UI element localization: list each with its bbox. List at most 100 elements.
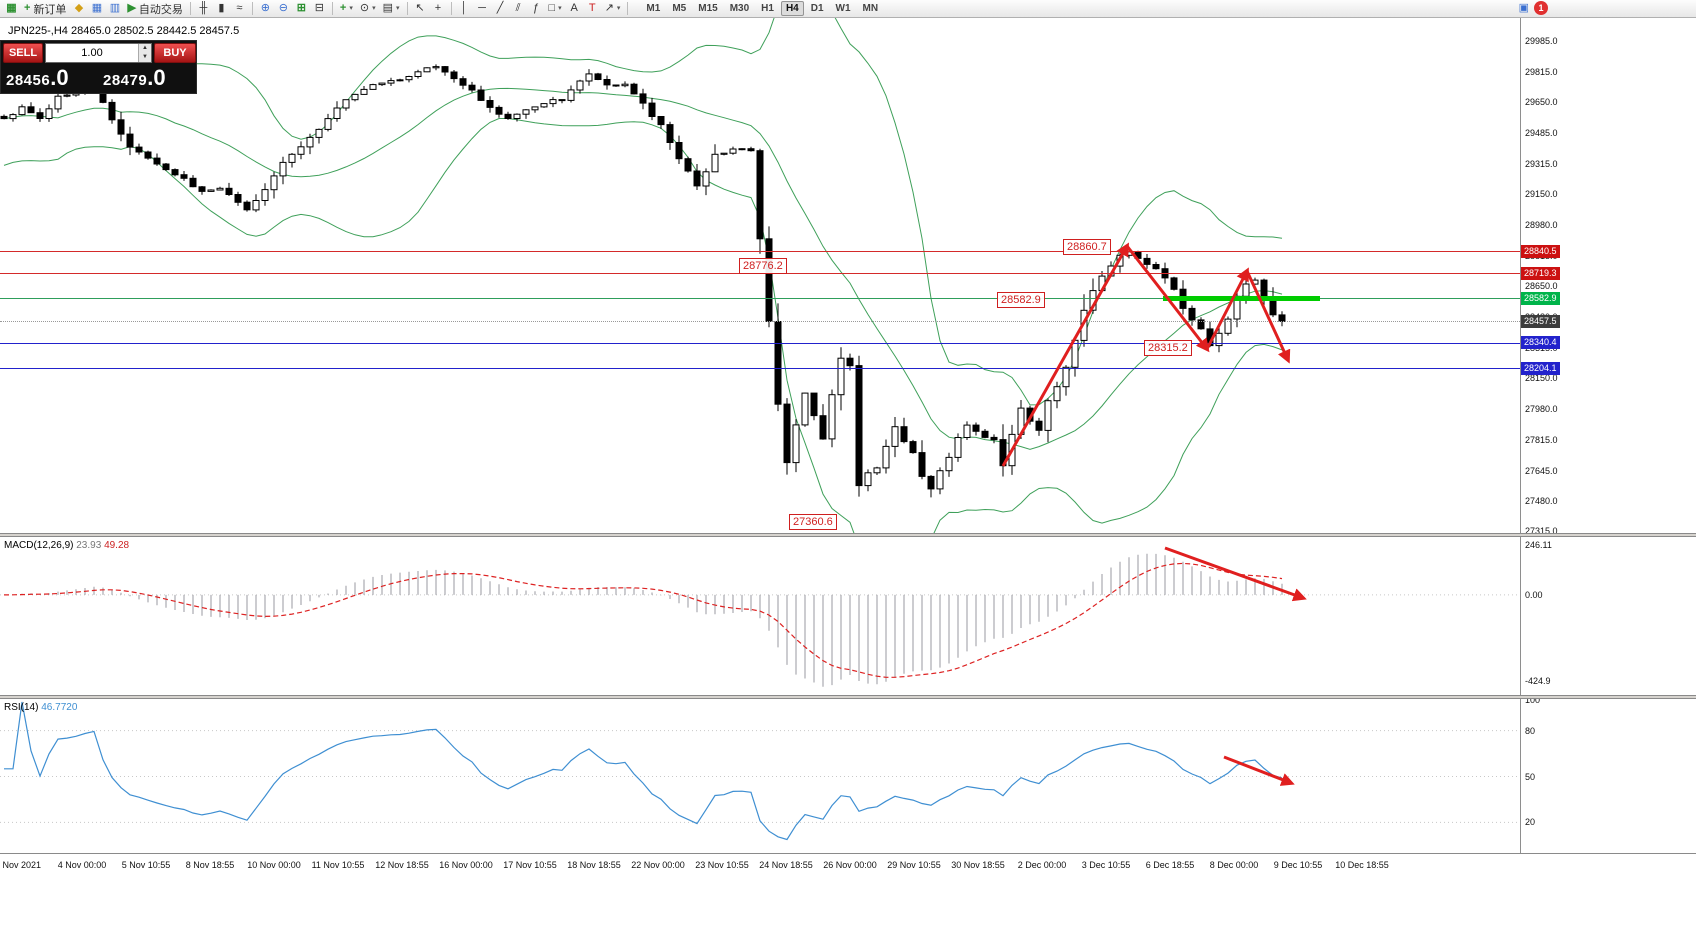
shapes-button[interactable]: □ ▾ [546, 1, 565, 17]
price-axis-label: 29815.0 [1525, 66, 1558, 77]
volume-spinner: ▲ ▼ [138, 44, 151, 62]
timeframe-m15[interactable]: M15 [698, 3, 718, 14]
fibonacci-button[interactable]: ƒ [528, 1, 545, 17]
timeframe-h1[interactable]: H1 [761, 3, 774, 14]
timeframe-d1[interactable]: D1 [810, 3, 824, 14]
timeframe-h4[interactable]: H4 [780, 1, 804, 16]
time-axis-label: 9 Dec 10:55 [1273, 860, 1323, 870]
support-zone-segment [1163, 295, 1320, 301]
line-chart-button[interactable]: ≈ [231, 1, 248, 17]
indicators-button[interactable]: + ▾ [337, 1, 356, 17]
time-axis-label: 12 Nov 18:55 [375, 860, 429, 870]
trendline-button[interactable]: ╱ [492, 1, 509, 17]
trendline-icon: ╱ [496, 2, 504, 14]
toolbar-separator [627, 2, 629, 15]
cascade-windows-button[interactable]: ⊟ [311, 1, 328, 17]
periods-icon: ⊙ [359, 2, 370, 14]
periods-button[interactable]: ⊙ ▾ [357, 1, 379, 17]
arrows-tool-button[interactable]: ↗ ▾ [602, 1, 624, 17]
price-axis[interactable]: 29985.0 29815.0 29650.0 29485.0 29315.0 29150… [1521, 0, 1696, 877]
vertical-line-button[interactable]: │ [456, 1, 473, 17]
crosshair-icon: + [434, 2, 442, 14]
time-axis-label: 3 Dec 10:55 [1081, 860, 1131, 870]
new-order-button[interactable]: + 新订单 [21, 1, 69, 17]
time-axis-label: 3 Nov 2021 [0, 860, 42, 870]
sell-button[interactable]: SELL [3, 43, 43, 63]
sell-price[interactable]: 28456.0 [6, 64, 69, 95]
volume-down-icon[interactable]: ▼ [139, 53, 151, 62]
time-axis-label: 18 Nov 18:55 [567, 860, 621, 870]
time-axis-label: 26 Nov 00:00 [823, 860, 877, 870]
one-click-trading-panel: SELL ▲ ▼ BUY 28456.0 28479.0 [0, 40, 197, 94]
channel-icon: ⫽ [515, 2, 521, 14]
chevron-down-icon: ▾ [396, 5, 400, 12]
macd-axis-label: -424.9 [1525, 676, 1551, 686]
volume-up-icon[interactable]: ▲ [139, 44, 151, 53]
time-axis-label: 6 Dec 18:55 [1145, 860, 1195, 870]
price-level-line [0, 342, 1520, 344]
label-button[interactable]: T [584, 1, 601, 17]
tile-windows-button[interactable]: ⊞ [293, 1, 310, 17]
zoom-in-button[interactable]: ⊕ [257, 1, 274, 17]
cursor-icon: ↖ [415, 2, 425, 14]
alert-badge[interactable]: 1 [1534, 1, 1548, 15]
autotrading-button[interactable]: ▶ 自动交易 [124, 1, 185, 17]
price-chart[interactable]: 28776.2 28860.7 28582.9 28315.2 27360.6 [0, 18, 1520, 533]
zoom-out-icon: ⊖ [278, 2, 289, 14]
price-level-tag: 28582.9 [1521, 291, 1560, 305]
timeframe-m30[interactable]: M30 [729, 3, 750, 14]
chat-icon[interactable]: ▣ [1518, 1, 1529, 14]
crosshair-button[interactable]: + [430, 1, 447, 17]
buy-price[interactable]: 28479.0 [103, 64, 166, 95]
templates-button[interactable]: ▤ ▾ [380, 1, 403, 17]
volume-input[interactable] [46, 47, 138, 59]
rsi-plot [0, 701, 1520, 841]
panel-splitter[interactable] [0, 695, 1696, 699]
buy-button[interactable]: BUY [154, 43, 196, 63]
autotrading-icon: ▶ [127, 2, 136, 14]
bar-chart-button[interactable]: ╫ [195, 1, 212, 17]
time-axis-label: 17 Nov 10:55 [503, 860, 557, 870]
toolbar-right-group: ▣ 1 [1519, 1, 1548, 15]
price-axis-label: 27815.0 [1525, 434, 1558, 445]
macd-panel[interactable] [0, 537, 1520, 695]
data-window-button[interactable]: ▦ [88, 1, 105, 17]
candlestick-icon: ▮ [218, 2, 225, 14]
market-watch-icon: ◆ [74, 2, 84, 14]
zoom-out-button[interactable]: ⊖ [275, 1, 292, 17]
timeframe-m1[interactable]: M1 [646, 3, 661, 14]
autotrading-label: 自动交易 [138, 3, 183, 16]
macd-axis-label: 0.00 [1525, 589, 1543, 600]
rsi-panel[interactable] [0, 699, 1520, 853]
timeframe-m5[interactable]: M5 [672, 3, 687, 14]
price-axis-label: 29985.0 [1525, 35, 1558, 46]
price-level-tag: 28457.5 [1521, 314, 1560, 328]
price-axis-label: 28150.0 [1525, 372, 1558, 383]
time-axis-label: 23 Nov 10:55 [695, 860, 749, 870]
horizontal-line-button[interactable]: ─ [474, 1, 491, 17]
sell-price-fraction: .0 [50, 65, 69, 90]
cursor-button[interactable]: ↖ [412, 1, 429, 17]
price-level-line [0, 251, 1520, 252]
indicators-icon: + [339, 2, 347, 14]
candlestick-button[interactable]: ▮ [213, 1, 230, 17]
time-axis[interactable]: 3 Nov 2021 4 Nov 00:00 5 Nov 10:55 8 Nov 18… [0, 853, 1696, 877]
text-button[interactable]: A [566, 1, 583, 17]
market-watch-button[interactable]: ◆ [70, 1, 87, 17]
chevron-down-icon: ▾ [616, 5, 621, 12]
channel-button[interactable]: ⫽ [510, 1, 527, 17]
timeframe-w1[interactable]: W1 [835, 3, 851, 14]
panel-splitter[interactable] [0, 533, 1696, 537]
new-chart-button[interactable]: ▦ [3, 1, 20, 17]
text-icon: A [570, 2, 578, 14]
time-axis-label: 10 Nov 00:00 [247, 860, 301, 870]
rsi-name: RSI(14) [4, 702, 39, 713]
navigator-button[interactable]: ▥ [106, 1, 123, 17]
toolbar-separator [189, 2, 191, 15]
time-axis-label: 22 Nov 00:00 [631, 860, 685, 870]
price-axis-label: 27315.0 [1525, 526, 1558, 537]
chart-title: JPN225-,H4 28465.0 28502.5 28442.5 28457… [8, 25, 240, 37]
toolbar-separator [331, 2, 333, 15]
timeframe-mn[interactable]: MN [862, 3, 879, 14]
price-level-line [0, 368, 1520, 369]
